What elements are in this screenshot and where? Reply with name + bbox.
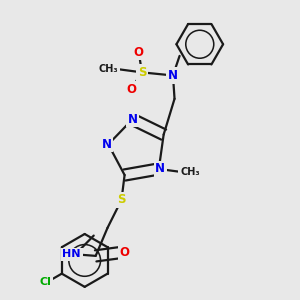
Text: CH₃: CH₃ xyxy=(180,167,200,177)
Text: N: N xyxy=(102,138,112,151)
Text: Cl: Cl xyxy=(40,277,51,287)
Text: O: O xyxy=(126,83,136,96)
Text: O: O xyxy=(134,46,144,59)
Text: S: S xyxy=(117,194,126,206)
Text: O: O xyxy=(120,246,130,259)
Text: HN: HN xyxy=(62,249,81,259)
Text: S: S xyxy=(138,66,146,79)
Text: N: N xyxy=(128,113,137,126)
Text: N: N xyxy=(155,163,165,176)
Text: N: N xyxy=(168,69,178,82)
Text: CH₃: CH₃ xyxy=(99,64,118,74)
